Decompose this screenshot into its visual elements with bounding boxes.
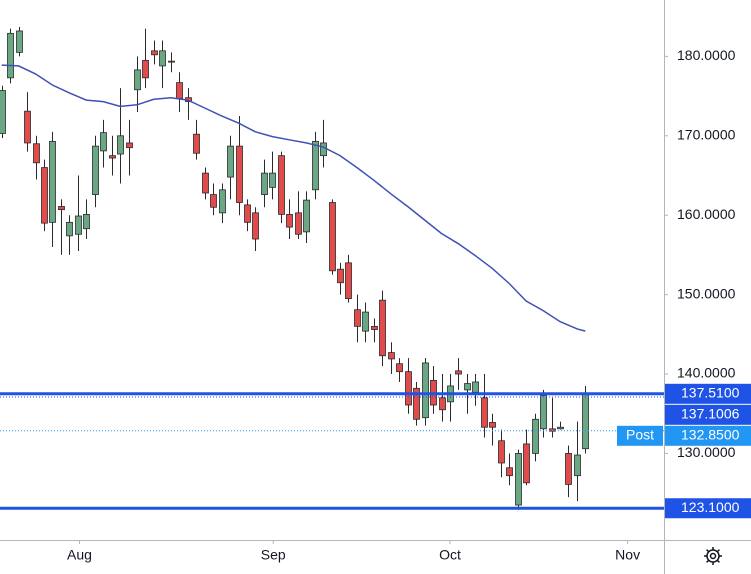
candle-body (252, 212, 259, 240)
candle-body (582, 394, 589, 450)
candle-body (405, 371, 412, 406)
price-tag: Post (626, 427, 654, 443)
candle-body (371, 325, 378, 330)
candle-body (388, 352, 395, 360)
settings-icon[interactable] (704, 547, 722, 565)
candle-body (219, 189, 226, 214)
candle-body (92, 145, 99, 195)
x-tick-label: Aug (67, 547, 92, 563)
price-label-box (665, 425, 751, 446)
candle-body (58, 206, 65, 211)
candle-body (574, 454, 581, 477)
candle-body (565, 453, 572, 485)
candle-body (33, 143, 40, 164)
candle-body (498, 440, 505, 464)
candle-body (117, 135, 124, 155)
candle-body (193, 133, 200, 154)
y-tick-label: 170.0000 (677, 126, 736, 142)
price-tag-box (617, 425, 663, 446)
candle-body (312, 140, 319, 191)
price-label: 137.5100 (681, 385, 740, 401)
candle-body (227, 145, 234, 178)
x-tick-label: Nov (615, 547, 640, 563)
candle-body (16, 30, 23, 53)
candle-body (159, 50, 166, 67)
candle-body (396, 363, 403, 373)
x-tick-label: Oct (439, 547, 461, 563)
moving-average (1, 64, 586, 332)
candle-body (142, 59, 149, 79)
axes: 130.0000 140.0000 150.0000 160.0000 170.0000… (67, 47, 751, 563)
price-label: 132.8500 (681, 427, 740, 443)
y-tick-label: 160.0000 (677, 206, 736, 222)
price-label-box (665, 404, 751, 425)
candle-body (100, 132, 107, 152)
price-label: 137.1006 (681, 406, 740, 422)
candle-body (41, 167, 48, 224)
plot-area (0, 27, 664, 510)
candle-body (439, 397, 446, 411)
candle-body (151, 50, 158, 56)
candle-body (379, 299, 386, 357)
candle-body (202, 172, 209, 194)
candle-body (523, 443, 530, 484)
candle-body (329, 202, 336, 272)
candle-body (506, 467, 513, 477)
candle-body (413, 387, 420, 420)
x-tick-label: Sep (261, 547, 286, 563)
candle-body (464, 383, 471, 391)
price-label-box (665, 498, 751, 519)
candle-body (168, 60, 175, 63)
y-tick-label: 150.0000 (677, 285, 736, 301)
candle-body (236, 145, 243, 203)
candle-body (278, 155, 285, 215)
candle-body (66, 221, 73, 237)
candle-body (244, 204, 251, 223)
candle-body (295, 212, 302, 235)
candle-body (126, 142, 133, 149)
candle-body (455, 370, 462, 375)
candle-body (83, 214, 90, 230)
candle-body (261, 172, 268, 195)
candle-body (109, 155, 116, 159)
candle-body (481, 397, 488, 428)
candle-body (345, 262, 352, 299)
candle-body (303, 199, 310, 233)
candle-body (354, 309, 361, 327)
candle-body (49, 140, 56, 223)
candle-body (210, 194, 217, 208)
candle-body (320, 142, 327, 157)
candle-body (0, 90, 6, 134)
candle-body (176, 82, 183, 99)
candle-body (7, 32, 14, 79)
candle-body (134, 69, 141, 91)
price-label-box (665, 383, 751, 404)
candle-body (515, 453, 522, 506)
y-tick-label: 140.0000 (677, 365, 736, 381)
candle-body (75, 215, 82, 235)
y-tick-label: 130.0000 (677, 444, 736, 460)
candle-body (472, 381, 479, 393)
candle-body (540, 395, 547, 430)
candle-body (269, 172, 276, 188)
price-label: 123.1000 (681, 499, 740, 515)
candle-body (489, 422, 496, 428)
candle-body (286, 214, 293, 228)
candle-body (24, 110, 31, 144)
candle-body (532, 418, 539, 454)
y-tick-label: 180.0000 (677, 47, 736, 63)
candle-body (362, 311, 369, 332)
candle-body (337, 268, 344, 284)
candle-body (422, 362, 429, 419)
candle-body (557, 426, 564, 430)
